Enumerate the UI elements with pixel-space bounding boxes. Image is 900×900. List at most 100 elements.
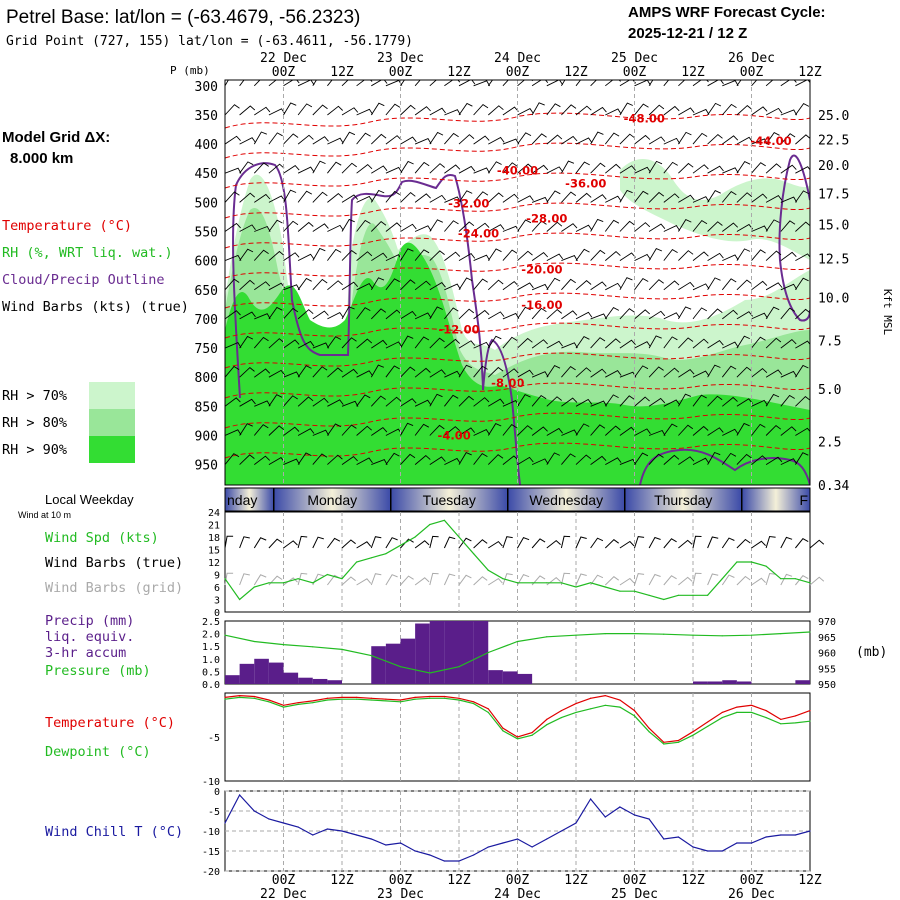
weekday-name: nday bbox=[227, 492, 257, 508]
wind-barb bbox=[487, 80, 494, 87]
wind-barb bbox=[283, 220, 299, 232]
precip-equiv-label: liq. equiv. bbox=[45, 629, 134, 645]
surface-wind-barb bbox=[517, 536, 530, 549]
wind-barb bbox=[531, 371, 549, 378]
wind-barb bbox=[590, 249, 606, 261]
wind-barb bbox=[473, 135, 490, 145]
wind-barb bbox=[575, 192, 592, 203]
windchill-line-point bbox=[721, 850, 723, 852]
wind-barb bbox=[268, 80, 285, 87]
wind-barb bbox=[619, 189, 633, 203]
wind-speed-line-point bbox=[794, 578, 796, 580]
wind-barb bbox=[254, 455, 271, 465]
surface-wind-barb bbox=[531, 538, 546, 549]
dewpoint-line-point bbox=[429, 697, 431, 699]
dewpoint-line-point bbox=[458, 699, 460, 701]
pressure-line-point bbox=[487, 651, 489, 654]
weekday-name: Monday bbox=[307, 492, 357, 508]
model-grid-value: 8.000 km bbox=[10, 150, 73, 167]
wind-barb bbox=[751, 399, 768, 407]
wind-barb bbox=[400, 398, 417, 407]
surface-wind-barb bbox=[590, 574, 604, 586]
pressure-line-point bbox=[399, 666, 402, 668]
wind-speed-line-point bbox=[780, 578, 782, 580]
precip-bar bbox=[225, 675, 240, 684]
temperature-line-point bbox=[473, 701, 475, 703]
precip-bar bbox=[298, 677, 313, 684]
precip-tick-label: 1.5 bbox=[202, 642, 220, 653]
precip-bar bbox=[517, 673, 533, 684]
wind-barb bbox=[444, 307, 459, 320]
surface-wind-barb bbox=[619, 577, 635, 586]
wind-barb bbox=[458, 452, 472, 465]
wind-barb bbox=[751, 336, 766, 349]
surface-wind-barb bbox=[473, 539, 488, 549]
wind-barb bbox=[341, 80, 357, 87]
wind-barb bbox=[531, 220, 547, 232]
temperature-contour bbox=[225, 442, 810, 459]
wind-barb bbox=[648, 453, 664, 465]
wind-barb bbox=[780, 109, 798, 116]
wind-speed-line-point bbox=[268, 582, 270, 584]
temperature-contour bbox=[225, 412, 810, 429]
wind-speed-line-point bbox=[648, 594, 650, 596]
windchill-line-point bbox=[268, 818, 270, 820]
wind-barb bbox=[692, 251, 709, 261]
surface-wind-barb bbox=[488, 540, 503, 549]
wind-barb bbox=[546, 277, 561, 291]
windchill-line-point bbox=[604, 816, 606, 818]
windchill-line-point bbox=[385, 844, 387, 846]
surface-wind-barb bbox=[370, 573, 382, 586]
pressure-tick-label: 955 bbox=[818, 664, 836, 675]
wind-barb bbox=[385, 309, 402, 320]
model-grid-label: Model Grid ΔX: bbox=[2, 129, 110, 146]
wind-barb bbox=[502, 368, 519, 378]
wind-barb bbox=[356, 283, 373, 291]
wind-barb bbox=[444, 426, 461, 436]
rh-legend-swatch bbox=[89, 436, 135, 463]
wind-barb bbox=[604, 307, 620, 320]
top-date-label: 26 Dec bbox=[728, 51, 775, 66]
wind-barb bbox=[400, 366, 416, 378]
wind-barb bbox=[239, 423, 253, 436]
surface-wind-barb bbox=[400, 538, 414, 549]
top-date-label: 22 Dec bbox=[260, 51, 307, 66]
wind-barb bbox=[780, 426, 797, 436]
surface-wind-barb bbox=[648, 573, 661, 586]
wind-barb bbox=[414, 193, 431, 203]
wind-speed-line-point bbox=[224, 578, 226, 580]
surface-wind-barb bbox=[268, 538, 283, 549]
temperature-line-point bbox=[736, 706, 738, 708]
wind-barb bbox=[634, 452, 649, 465]
temperature-contour bbox=[225, 172, 810, 189]
weekday-frame bbox=[224, 487, 811, 512]
pressure-line-point bbox=[604, 633, 606, 635]
wind-barb bbox=[590, 194, 607, 203]
precip-bar bbox=[795, 680, 810, 684]
dewpoint-line-point bbox=[765, 717, 767, 719]
precip-bar bbox=[327, 680, 342, 684]
wind-barb bbox=[225, 429, 242, 436]
wind-speed-line-point bbox=[604, 586, 606, 588]
wind-barb bbox=[327, 224, 344, 232]
wind-barb bbox=[751, 138, 768, 145]
dewpoint-line-point bbox=[780, 723, 782, 725]
wind-barb bbox=[444, 338, 461, 349]
bottom-date-label: 26 Dec bbox=[728, 887, 775, 900]
wind-barb bbox=[517, 306, 531, 320]
precip-tick-label: 0.0 bbox=[202, 680, 220, 691]
temperature-panel: -5 -10 bbox=[202, 692, 811, 788]
temperature-line-point bbox=[633, 710, 636, 712]
bottom-hour-label: 12Z bbox=[798, 873, 822, 888]
wind-barb bbox=[590, 131, 604, 145]
wind-barb bbox=[487, 423, 502, 436]
wind-barb bbox=[561, 366, 576, 378]
wind-barb bbox=[297, 221, 314, 232]
wind-barb bbox=[254, 400, 271, 407]
wind-barb bbox=[531, 196, 549, 203]
wind-barb bbox=[634, 278, 649, 291]
wind-speed-line-point bbox=[502, 578, 504, 580]
wind-barb bbox=[312, 191, 328, 203]
wind-barb bbox=[414, 138, 432, 145]
bottom-hour-label: 12Z bbox=[681, 873, 705, 888]
